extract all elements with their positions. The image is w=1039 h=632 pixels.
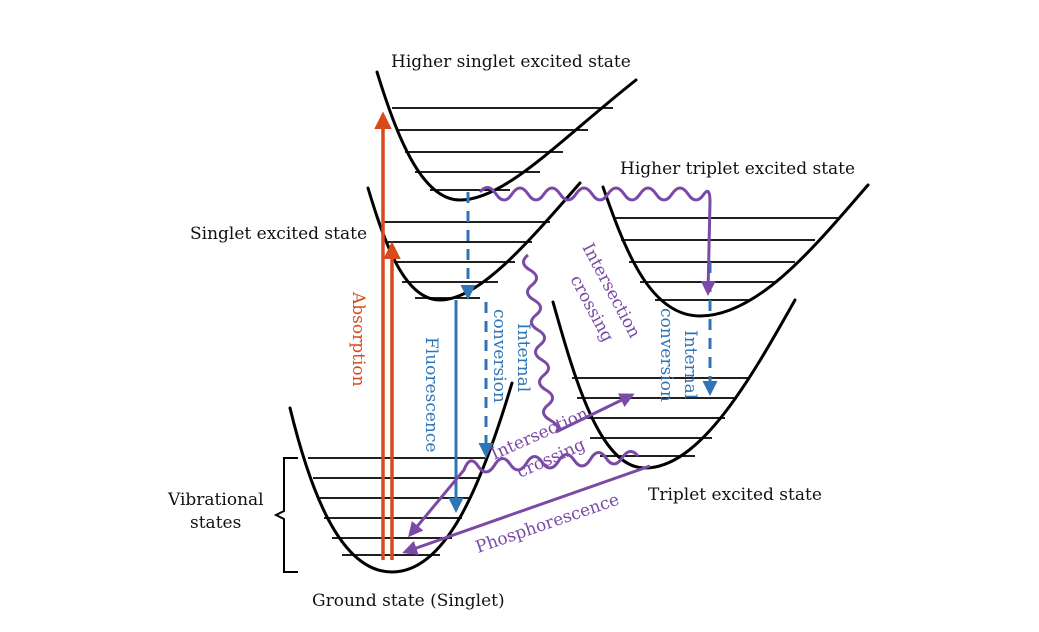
label-fluorescence: Fluorescence	[421, 337, 441, 452]
phosphorescence-arrow	[402, 464, 651, 556]
label-conversion-2: conversion	[656, 308, 676, 402]
intersection-crossing-arrow-1	[522, 253, 635, 434]
label-higher-triplet: Higher triplet excited state	[620, 159, 855, 179]
label-internal-2: Internal	[680, 330, 700, 399]
label-states: states	[190, 513, 241, 533]
label-higher-singlet: Higher singlet excited state	[391, 52, 631, 72]
vibrational-bracket	[273, 457, 298, 573]
label-phosphorescence: Phosphorescence	[473, 490, 622, 558]
label-singlet-excited: Singlet excited state	[190, 224, 367, 244]
label-triplet-excited: Triplet excited state	[648, 485, 822, 505]
label-conversion-1: conversion	[489, 309, 509, 403]
higher-triplet-well	[601, 183, 870, 318]
label-vibrational: Vibrational	[167, 490, 264, 510]
higher-singlet-well	[375, 70, 638, 202]
intersection-crossing-arrow-upper	[478, 186, 716, 296]
singlet-excited-well	[366, 181, 582, 302]
label-absorption: Absorption	[348, 291, 368, 387]
intersection-crossing-arrow-2	[408, 450, 640, 538]
label-ground-state: Ground state (Singlet)	[312, 591, 505, 611]
label-internal-1: Internal	[513, 323, 533, 392]
